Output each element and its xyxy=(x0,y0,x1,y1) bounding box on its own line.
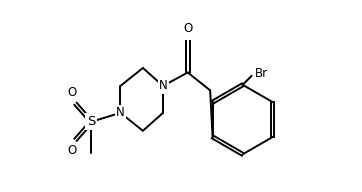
Text: O: O xyxy=(183,22,192,36)
Text: N: N xyxy=(159,79,168,92)
Text: N: N xyxy=(116,106,125,119)
Text: O: O xyxy=(68,144,77,157)
Text: Br: Br xyxy=(255,67,268,80)
Text: O: O xyxy=(68,86,77,99)
Text: S: S xyxy=(87,115,96,128)
